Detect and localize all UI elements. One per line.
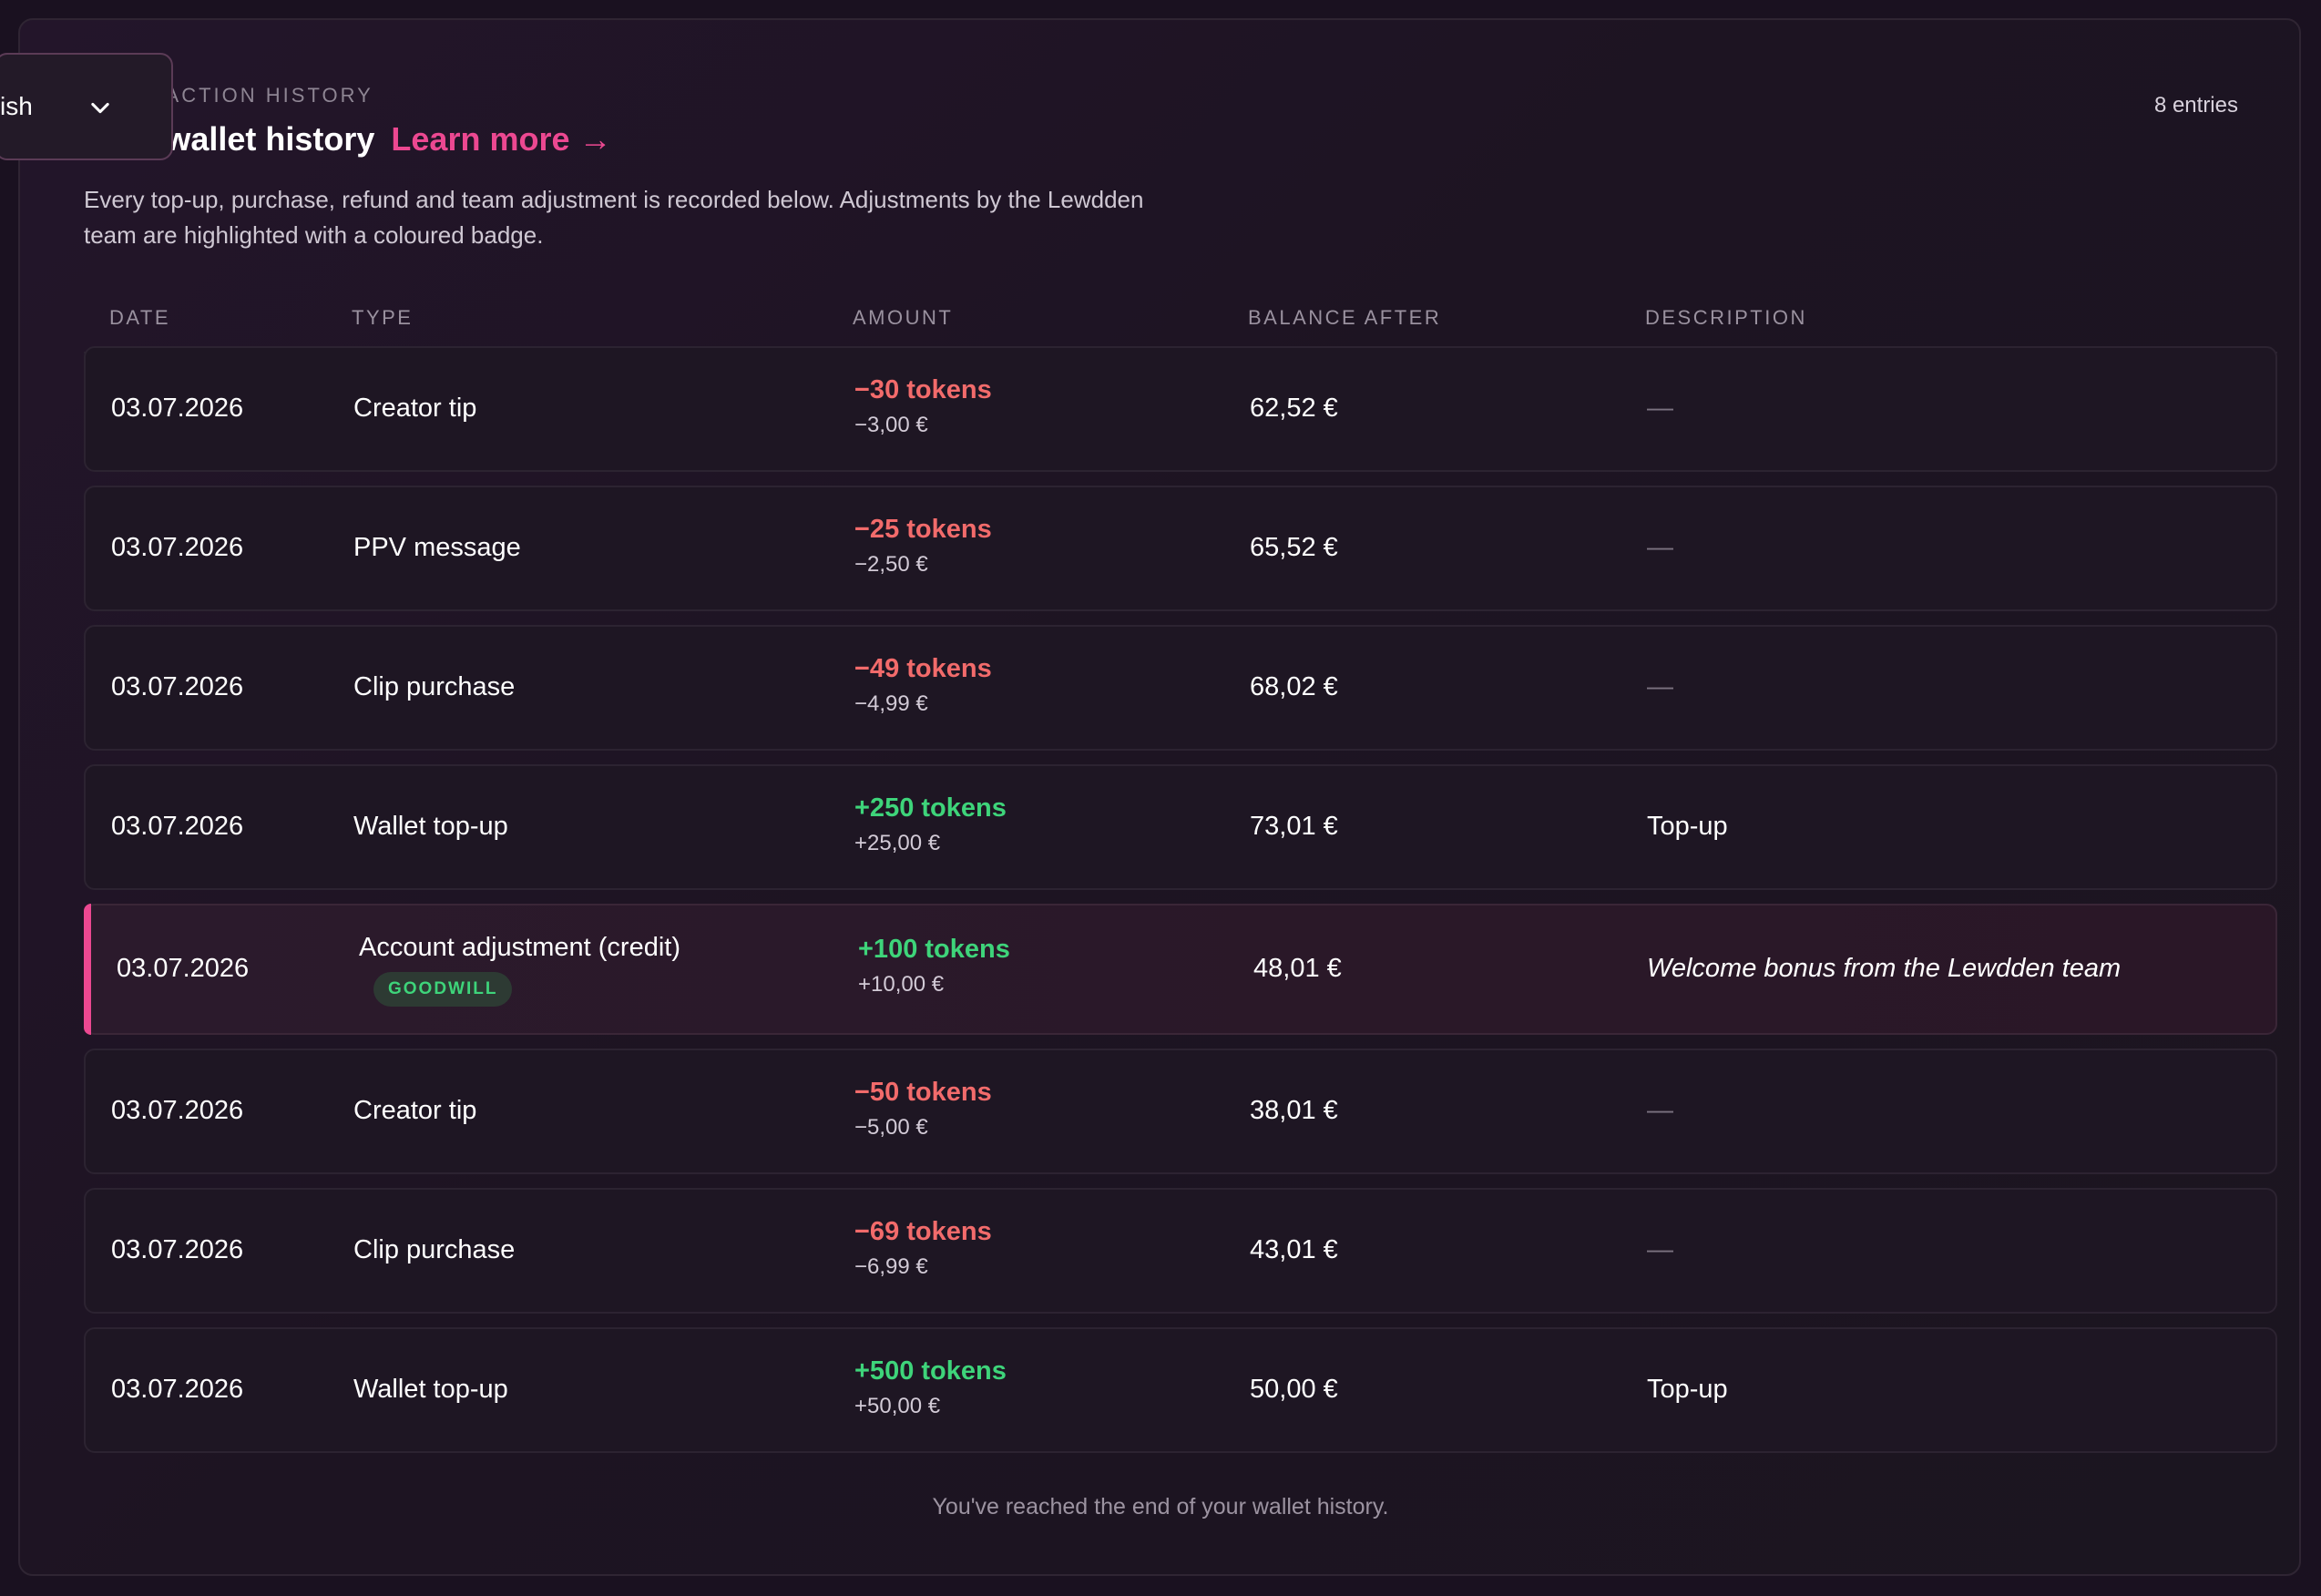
row-type: Account adjustment (credit) GOODWILL — [359, 933, 680, 1007]
row-description: — — [1647, 672, 1673, 701]
table-row: 03.07.2026 Clip purchase −69 tokens −6,9… — [84, 1188, 2277, 1314]
language-select[interactable]: English — [0, 53, 173, 160]
column-header-date: DATE — [109, 306, 171, 329]
row-amount: +100 tokens +10,00 € — [858, 935, 1010, 998]
row-date: 03.07.2026 — [111, 394, 244, 423]
column-header-description: DESCRIPTION — [1645, 306, 1807, 329]
row-description: — — [1647, 1235, 1673, 1264]
row-amount: +250 tokens +25,00 € — [854, 793, 1007, 856]
amount-tokens: +100 tokens — [858, 935, 1010, 964]
chevron-down-icon — [91, 102, 109, 114]
learn-more-link[interactable]: Learn more → — [391, 120, 612, 158]
row-description: Top-up — [1647, 812, 1728, 841]
amount-eur: +50,00 € — [854, 1394, 941, 1418]
row-date: 03.07.2026 — [111, 1375, 244, 1404]
row-amount: +500 tokens +50,00 € — [854, 1356, 1007, 1419]
goodwill-badge: GOODWILL — [373, 972, 513, 1007]
table-row: 03.07.2026 Creator tip −50 tokens −5,00 … — [84, 1049, 2277, 1174]
row-amount: −49 tokens −4,99 € — [854, 654, 992, 717]
wallet-history-panel: TRANSACTION HISTORY Your wallet history … — [18, 18, 2301, 1576]
language-select-value: English — [0, 92, 33, 120]
row-type: Wallet top-up — [353, 812, 508, 841]
table-row: 03.07.2026 Wallet top-up +500 tokens +50… — [84, 1327, 2277, 1453]
row-amount: −30 tokens −3,00 € — [854, 375, 992, 438]
row-date: 03.07.2026 — [111, 1096, 244, 1125]
row-description: Top-up — [1647, 1375, 1728, 1404]
row-type: Clip purchase — [353, 1235, 516, 1264]
end-of-history-note: You've reached the end of your wallet hi… — [932, 1494, 1389, 1519]
row-balance: 48,01 € — [1253, 954, 1342, 983]
row-description: — — [1647, 394, 1673, 423]
table-row: 03.07.2026 Creator tip −30 tokens −3,00 … — [84, 346, 2277, 472]
amount-tokens: −50 tokens — [854, 1078, 992, 1107]
row-date: 03.07.2026 — [117, 954, 250, 983]
amount-tokens: −49 tokens — [854, 654, 992, 683]
row-amount: −69 tokens −6,99 € — [854, 1217, 992, 1280]
row-type: Creator tip — [353, 394, 477, 423]
row-type-label: Account adjustment (credit) — [359, 933, 680, 962]
row-description: — — [1647, 1096, 1673, 1125]
row-date: 03.07.2026 — [111, 1235, 244, 1264]
table-row: 03.07.2026 PPV message −25 tokens −2,50 … — [84, 486, 2277, 611]
entries-count: 8 entries — [2153, 93, 2238, 118]
amount-eur: −6,99 € — [854, 1254, 928, 1279]
row-description: — — [1647, 533, 1673, 562]
row-amount: −25 tokens −2,50 € — [854, 515, 992, 578]
column-header-balance: BALANCE AFTER — [1248, 306, 1442, 329]
amount-tokens: −30 tokens — [854, 375, 992, 404]
row-date: 03.07.2026 — [111, 812, 244, 841]
column-header-amount: AMOUNT — [853, 306, 954, 329]
row-balance: 50,00 € — [1250, 1375, 1338, 1404]
row-balance: 68,02 € — [1250, 672, 1338, 701]
table-row: 03.07.2026 Wallet top-up +250 tokens +25… — [84, 764, 2277, 890]
row-date: 03.07.2026 — [111, 672, 244, 701]
amount-tokens: −25 tokens — [854, 515, 992, 544]
table-header: DATE TYPE AMOUNT BALANCE AFTER DESCRIPTI… — [84, 293, 2277, 353]
row-type: Creator tip — [353, 1096, 477, 1125]
amount-eur: −2,50 € — [854, 552, 928, 577]
row-amount: −50 tokens −5,00 € — [854, 1078, 992, 1141]
amount-tokens: +250 tokens — [854, 793, 1007, 823]
amount-eur: −4,99 € — [854, 691, 928, 716]
amount-eur: +10,00 € — [858, 972, 945, 997]
amount-tokens: −69 tokens — [854, 1217, 992, 1246]
row-type: Wallet top-up — [353, 1375, 508, 1404]
row-balance: 65,52 € — [1250, 533, 1338, 562]
row-balance: 62,52 € — [1250, 394, 1338, 423]
row-description: Welcome bonus from the Lewdden team — [1647, 954, 2122, 983]
table-row: 03.07.2026 Clip purchase −49 tokens −4,9… — [84, 625, 2277, 751]
row-date: 03.07.2026 — [111, 533, 244, 562]
row-balance: 73,01 € — [1250, 812, 1338, 841]
amount-tokens: +500 tokens — [854, 1356, 1007, 1386]
table-row-adjustment: 03.07.2026 Account adjustment (credit) G… — [84, 904, 2277, 1035]
amount-eur: −3,00 € — [854, 413, 928, 437]
amount-eur: +25,00 € — [854, 831, 941, 855]
row-balance: 43,01 € — [1250, 1235, 1338, 1264]
row-type: PPV message — [353, 533, 521, 562]
row-type: Clip purchase — [353, 672, 516, 701]
column-header-type: TYPE — [352, 306, 414, 329]
row-balance: 38,01 € — [1250, 1096, 1338, 1125]
amount-eur: −5,00 € — [854, 1115, 928, 1140]
page-subtitle: Every top-up, purchase, refund and team … — [84, 186, 1144, 249]
